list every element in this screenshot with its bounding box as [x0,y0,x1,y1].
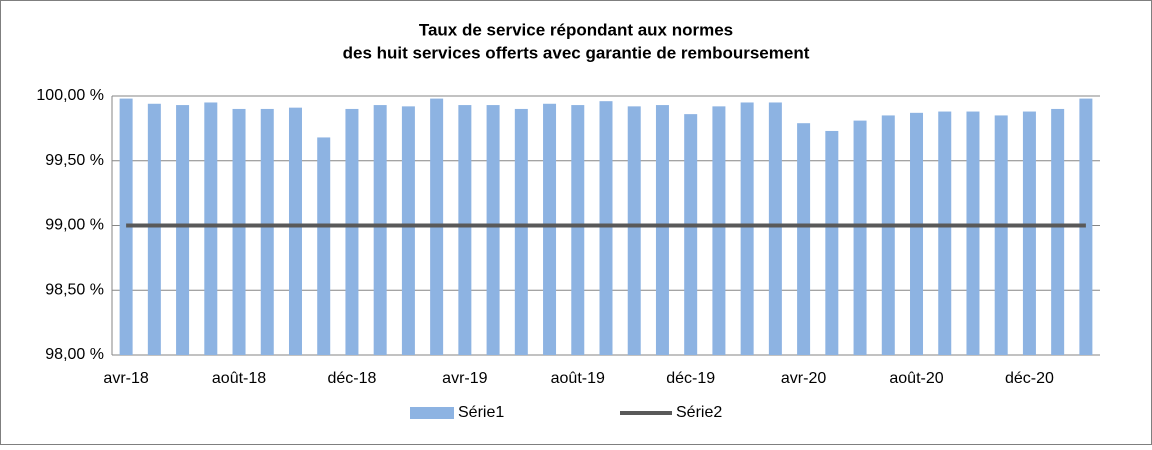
chart-title: Taux de service répondant aux normes [419,20,733,39]
bar [825,130,839,355]
bar [232,108,246,355]
bar [938,111,952,355]
bar [458,105,472,355]
bar [768,102,782,355]
bar [627,106,641,355]
bar [655,105,669,355]
x-tick-label: août-19 [551,370,605,387]
bar [176,105,190,355]
y-tick-label: 98,00 % [45,346,104,363]
bar [288,107,302,355]
bar [204,102,218,355]
bar [571,105,585,355]
bar [1022,111,1036,355]
x-tick-label: avr-20 [781,370,826,387]
x-tick-label: août-20 [889,370,943,387]
x-tick-label: avr-18 [103,370,148,387]
x-tick-label: août-18 [212,370,266,387]
bar [740,102,754,355]
bar [514,108,528,355]
bar [910,112,924,356]
y-tick-label: 98,50 % [45,281,104,298]
bar [373,105,387,355]
bar [684,114,698,355]
bar [260,108,274,355]
legend-label: Série2 [676,404,722,421]
bar [797,123,811,355]
legend-swatch [410,407,454,419]
bar [147,103,161,356]
bar [1051,108,1065,355]
bar [599,101,613,356]
bar [543,103,557,356]
bar [345,108,359,355]
bar [401,106,415,355]
bar [317,137,331,355]
x-tick-label: avr-19 [442,370,487,387]
x-tick-label: déc-20 [1005,370,1054,387]
legend-label: Série1 [458,404,504,421]
x-tick-label: déc-19 [666,370,715,387]
y-tick-label: 100,00 % [36,87,104,104]
y-tick-label: 99,00 % [45,217,104,234]
y-tick-label: 99,50 % [45,152,104,169]
bar [881,115,895,355]
bar [712,106,726,355]
bar [994,115,1008,355]
bar [486,105,500,355]
bar [966,111,980,355]
x-tick-label: déc-18 [327,370,376,387]
chart-title: des huit services offerts avec garantie … [343,43,810,62]
bar [853,120,867,355]
